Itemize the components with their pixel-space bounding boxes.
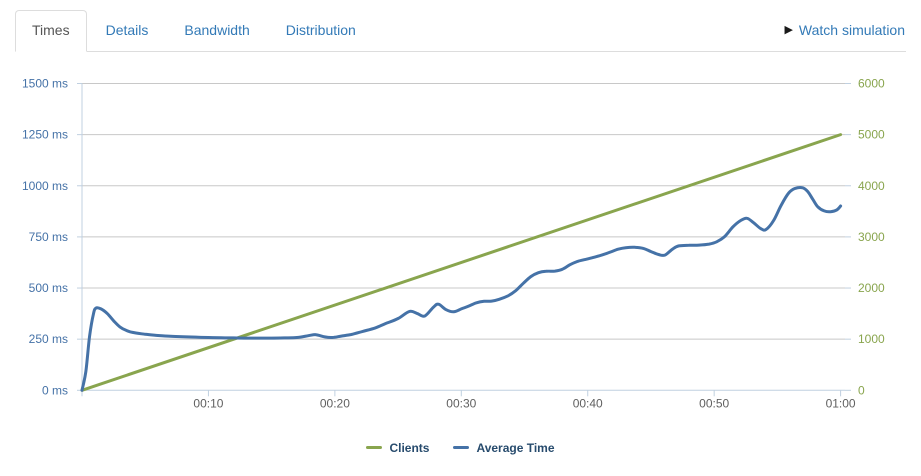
x-axis-label: 01:00 bbox=[826, 396, 856, 410]
tab-details[interactable]: Details bbox=[105, 22, 149, 38]
right-axis-label: 1000 bbox=[858, 332, 885, 346]
tab-bandwidth[interactable]: Bandwidth bbox=[184, 22, 250, 38]
tab-times[interactable]: Times bbox=[15, 10, 87, 52]
clients-line bbox=[80, 133, 843, 392]
x-axis-label: 00:50 bbox=[699, 396, 729, 410]
watch-simulation-label: Watch simulation bbox=[798, 22, 905, 38]
tab-bar: Times Details Bandwidth Distribution bbox=[15, 10, 906, 52]
left-axis-label: 1000 ms bbox=[22, 179, 68, 193]
average-time-line-swatch bbox=[453, 446, 470, 450]
times-chart: 00:10 00:20 00:30 00:40 00:50 01:00 0 ms 250 ms… bbox=[22, 76, 885, 410]
legend-label-clients: Clients bbox=[389, 440, 430, 455]
right-axis-label: 4000 bbox=[858, 179, 885, 193]
left-axis-label: 0 ms bbox=[42, 383, 68, 397]
left-axis-label: 1250 ms bbox=[22, 128, 68, 142]
left-axis-label: 750 ms bbox=[29, 230, 68, 244]
left-axis-label: 250 ms bbox=[29, 332, 68, 346]
tab-distribution[interactable]: Distribution bbox=[285, 22, 356, 38]
legend-label-average-time: Average Time bbox=[476, 440, 555, 455]
right-axis-label: 0 bbox=[858, 383, 865, 397]
times-chart-container: 00:10 00:20 00:30 00:40 00:50 01:00 0 ms 250 ms… bbox=[0, 57, 921, 427]
right-axis-label: 6000 bbox=[858, 76, 885, 90]
left-axis-label: 1500 ms bbox=[22, 76, 68, 90]
clients-line-swatch bbox=[366, 446, 383, 450]
x-axis-label: 00:10 bbox=[193, 396, 223, 410]
right-axis-label: 5000 bbox=[858, 128, 885, 142]
chart-legend: Clients Average Time bbox=[0, 441, 921, 455]
legend-item-average-time[interactable]: Average Time bbox=[453, 440, 555, 455]
legend-item-clients[interactable]: Clients bbox=[366, 441, 429, 455]
average-time-line bbox=[80, 185, 843, 392]
left-axis-label: 500 ms bbox=[29, 281, 68, 295]
x-axis-label: 00:40 bbox=[573, 396, 603, 410]
watch-simulation-link[interactable]: ▶ Watch simulation bbox=[784, 22, 905, 38]
right-axis-label: 3000 bbox=[858, 230, 885, 244]
right-axis-label: 2000 bbox=[858, 281, 885, 295]
x-axis-label: 00:30 bbox=[446, 396, 476, 410]
play-icon: ▶ bbox=[784, 23, 793, 36]
x-axis-label: 00:20 bbox=[320, 396, 350, 410]
